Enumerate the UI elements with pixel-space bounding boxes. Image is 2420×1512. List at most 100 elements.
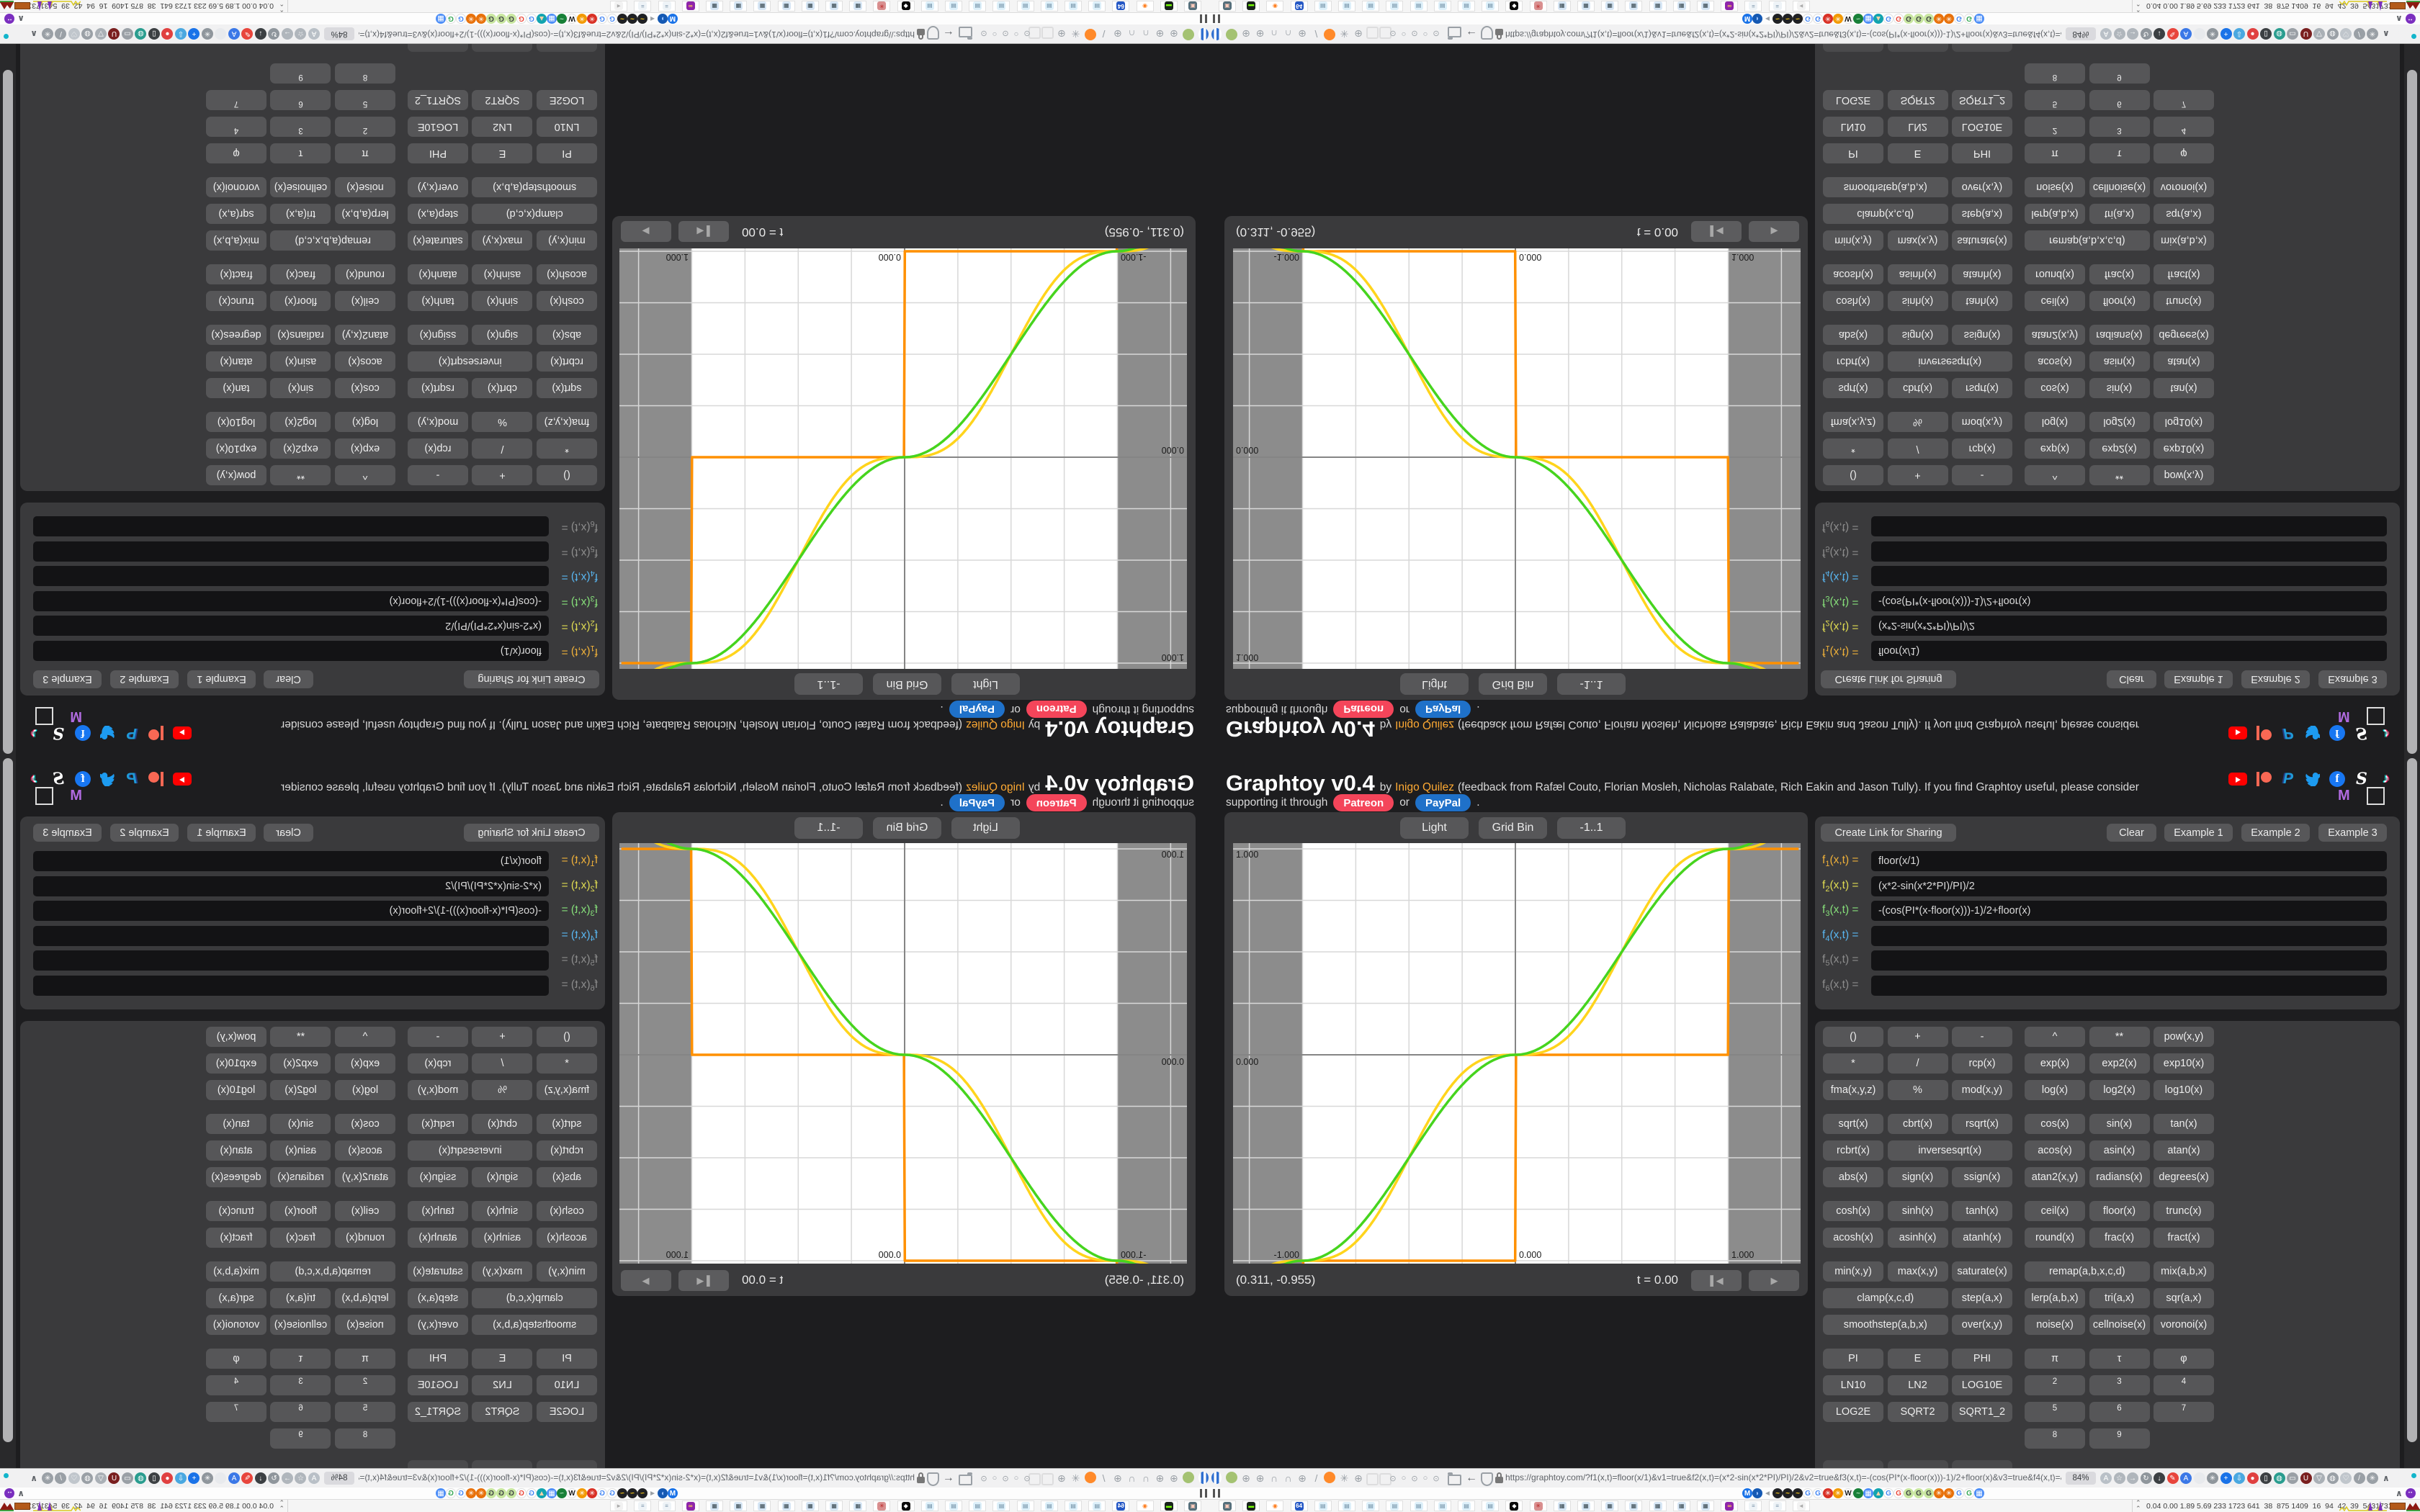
fn-button--[interactable]: / xyxy=(472,1053,533,1074)
shield-icon[interactable]: ▽ xyxy=(2313,1472,2325,1484)
fn-button-pow-x-y-[interactable]: pow(x,y) xyxy=(2154,1027,2214,1047)
fn-button-asinh-x-[interactable]: asinh(x) xyxy=(472,1228,533,1248)
calculator-app-icon[interactable]: ▦ xyxy=(1697,1,1714,12)
tab-favicon[interactable]: ▦ xyxy=(547,1488,557,1498)
fn-button-min-x-y-[interactable]: min(x,y) xyxy=(537,230,597,251)
tab-favicon[interactable]: G xyxy=(516,1488,526,1498)
fn-button-pow-x-y-[interactable]: pow(x,y) xyxy=(206,1027,266,1047)
printer-app-icon[interactable]: ≡ xyxy=(1744,1500,1762,1511)
scrollbar-track[interactable] xyxy=(0,44,16,756)
cat-app-icon[interactable]: ◆ xyxy=(897,1500,915,1511)
fn-button-8[interactable]: 8 xyxy=(335,63,395,84)
formula-input-f5[interactable] xyxy=(33,950,549,971)
tab-favicon[interactable]: G xyxy=(456,1488,466,1498)
translate-icon[interactable]: A xyxy=(308,28,320,40)
fn-button-exp2-x-[interactable]: exp2(x) xyxy=(270,438,331,459)
tab-favicon[interactable]: ~ xyxy=(617,14,627,24)
calculator-app-icon[interactable]: ▦ xyxy=(753,1,771,12)
gauge-icon[interactable]: ∩ xyxy=(1142,28,1150,40)
fn-button-LN2[interactable]: LN2 xyxy=(1887,117,1948,137)
translate-ext-icon[interactable]: A xyxy=(2180,1472,2192,1484)
youtube-icon[interactable] xyxy=(173,773,192,786)
calculator-app-icon[interactable]: ▦ xyxy=(730,1500,748,1511)
tools-icon[interactable]: / xyxy=(55,28,67,40)
fn-button-tanh-x-[interactable]: tanh(x) xyxy=(408,1201,468,1221)
fn-button-degrees-x-[interactable]: degrees(x) xyxy=(2154,325,2214,345)
printer-app-icon[interactable]: ≡ xyxy=(1744,1,1762,12)
globe-icon[interactable]: ⊕ xyxy=(1057,28,1066,40)
forward-icon[interactable]: → xyxy=(2127,1472,2138,1484)
fn-button-max-x-y-[interactable]: max(x,y) xyxy=(1887,1261,1948,1282)
fn-button-exp2-x-[interactable]: exp2(x) xyxy=(2089,438,2150,459)
red-gear-app-icon[interactable]: ✳ xyxy=(1529,1500,1547,1511)
author-link[interactable]: Inigo Quilez xyxy=(966,719,1025,731)
create-link-button[interactable]: Create Link for Sharing xyxy=(464,670,599,688)
fn-button-clamp-x-c-d-[interactable]: clamp(x,c,d) xyxy=(1823,204,1948,224)
download-icon[interactable]: ↓ xyxy=(2154,28,2165,40)
fn-button-log-x-[interactable]: log(x) xyxy=(335,1080,395,1100)
share-globe-icon[interactable]: ◍ xyxy=(2273,28,2285,40)
fn-button-saturate-x-[interactable]: saturate(x) xyxy=(408,1261,468,1282)
time-reset-button[interactable]: ▌◀ xyxy=(678,221,729,242)
fn-button-8[interactable]: 8 xyxy=(335,1428,395,1449)
fn-button-degrees-x-[interactable]: degrees(x) xyxy=(2154,1167,2214,1187)
save-shield-icon[interactable]: ⇩ xyxy=(2233,28,2245,40)
forward-icon[interactable]: → xyxy=(282,1472,293,1484)
globe-icon[interactable]: ⊕ xyxy=(1242,1472,1250,1484)
fn-button-sign-x-[interactable]: sign(x) xyxy=(472,325,533,345)
highlighter-icon[interactable]: ✎ xyxy=(241,28,254,40)
range-button[interactable]: -1..1 xyxy=(794,817,863,839)
paypal-icon[interactable]: P xyxy=(2282,725,2293,742)
script-s-icon[interactable]: S xyxy=(2356,770,2367,788)
fn-button-lerp-a-b-x-[interactable]: lerp(a,b,x) xyxy=(2025,204,2085,224)
twitter-icon[interactable] xyxy=(99,725,115,741)
fn-button-cutoff[interactable] xyxy=(1952,44,2012,52)
formula-input-f5[interactable] xyxy=(1871,541,2387,562)
calculator-app-icon[interactable]: ▦ xyxy=(825,1,843,12)
fn-button-clamp-x-c-d-[interactable]: clamp(x,c,d) xyxy=(1823,1288,1948,1308)
tab-favicon[interactable]: G xyxy=(1894,14,1904,24)
fn-button--[interactable]: - xyxy=(408,1027,468,1047)
script-s-icon[interactable]: S xyxy=(53,770,64,788)
fn-button-sin-x-[interactable]: sin(x) xyxy=(2089,1114,2150,1134)
tab-favicon[interactable]: ▦ xyxy=(1863,1488,1873,1498)
paypal-button[interactable]: PayPal xyxy=(949,794,1005,811)
calculator-app-icon[interactable]: ▦ xyxy=(1577,1,1595,12)
fn-button-over-x-y-[interactable]: over(x,y) xyxy=(1952,177,2012,197)
fn-button-PI[interactable]: PI xyxy=(537,1349,597,1369)
fn-button-log10-x-[interactable]: log10(x) xyxy=(206,412,266,432)
fn-button-tri-a-x-[interactable]: tri(a,x) xyxy=(2089,1288,2150,1308)
fn-button-LN2[interactable]: LN2 xyxy=(472,1375,533,1395)
fn-button-sinh-x-[interactable]: sinh(x) xyxy=(1887,1201,1948,1221)
fn-button-tan-x-[interactable]: tan(x) xyxy=(206,378,266,398)
fn-button-pow-x-y-[interactable]: pow(x,y) xyxy=(2154,465,2214,485)
formula-input-f1[interactable]: floor(x/1) xyxy=(33,641,549,661)
share-globe-icon[interactable]: ◍ xyxy=(2273,1472,2285,1484)
author-link[interactable]: Inigo Quilez xyxy=(1395,719,1454,731)
gauge-icon[interactable]: ∩ xyxy=(1270,1472,1278,1484)
translate-icon[interactable]: A xyxy=(2100,28,2112,40)
fn-button-SQRT1-2[interactable]: SQRT1_2 xyxy=(408,1402,468,1422)
patreon-icon[interactable] xyxy=(2256,771,2272,787)
fn-button-abs-x-[interactable]: abs(x) xyxy=(537,325,597,345)
tracking-shield-icon[interactable] xyxy=(1481,1472,1493,1486)
tab-favicon[interactable]: ✳ xyxy=(1833,14,1843,24)
tab-favicon[interactable]: ▦ xyxy=(436,1488,446,1498)
tab-favicon[interactable]: G xyxy=(486,14,496,24)
fn-button-remap-a-b-x-c-d-[interactable]: remap(a,b,x,c,d) xyxy=(270,230,395,251)
firefox-app-icon[interactable]: ◉ xyxy=(1136,1500,1154,1511)
fn-button--[interactable]: - xyxy=(1952,465,2012,485)
globe-icon[interactable]: ⊕ xyxy=(1354,1472,1363,1484)
calculator-app-icon[interactable]: ▦ xyxy=(801,1,819,12)
wrench-icon[interactable]: / xyxy=(1314,28,1318,40)
tab-favicon[interactable]: G xyxy=(506,14,516,24)
purple-avatar-icon[interactable]: •• xyxy=(4,14,14,24)
tab-favicon[interactable]: ▲ xyxy=(1873,1488,1883,1498)
fn-button-floor-x-[interactable]: floor(x) xyxy=(2089,291,2150,311)
fn-button-LN10[interactable]: LN10 xyxy=(537,117,597,137)
facebook-icon[interactable]: f xyxy=(2329,725,2345,741)
formula-input-f4[interactable] xyxy=(1871,566,2387,587)
tab-favicon[interactable]: G xyxy=(526,14,537,24)
speaker-app-icon[interactable]: ◄ xyxy=(1792,1,1810,12)
fn-button-tanh-x-[interactable]: tanh(x) xyxy=(1952,291,2012,311)
